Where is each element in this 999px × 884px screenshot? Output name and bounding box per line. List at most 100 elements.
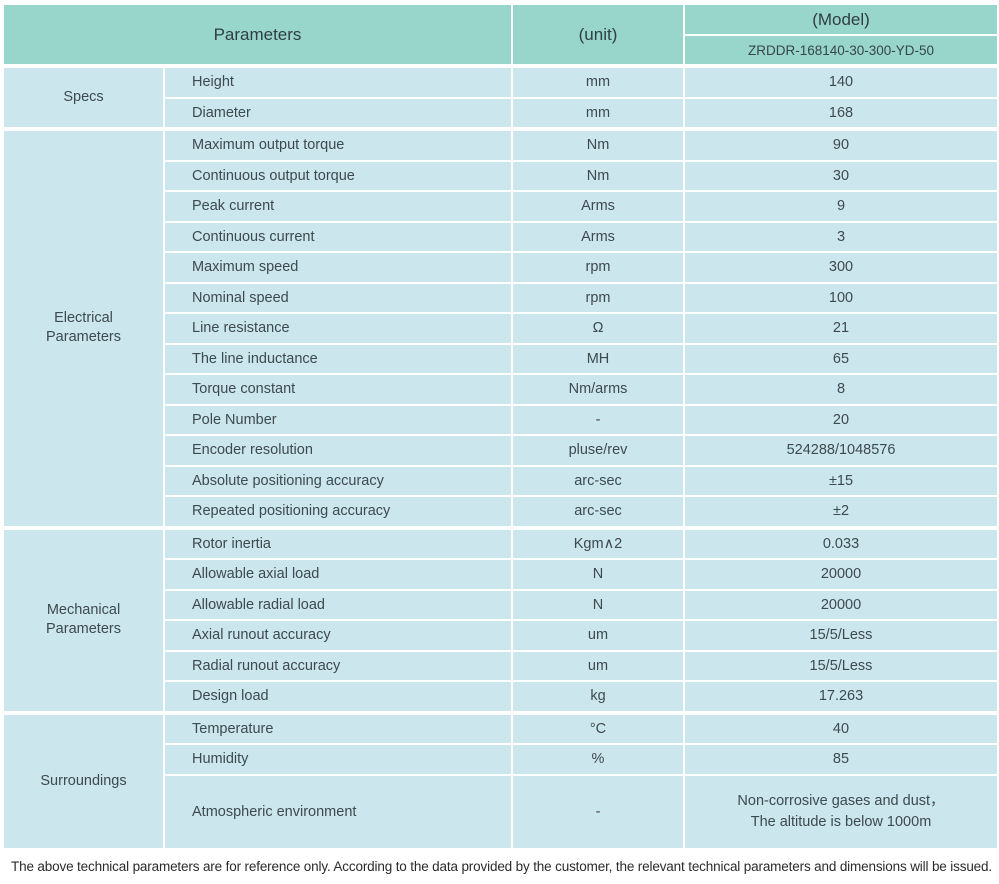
unit-value: % — [511, 743, 685, 776]
param-name: Line resistance — [163, 312, 513, 345]
unit-value: pluse/rev — [511, 434, 685, 467]
model-param-value: 3 — [683, 220, 999, 253]
unit-value: - — [511, 773, 685, 850]
unit-value: arc-sec — [511, 464, 685, 497]
param-name: Rotor inertia — [163, 525, 513, 560]
table-row: Line resistance Ω 21 — [3, 312, 999, 345]
model-param-value: 524288/1048576 — [683, 434, 999, 467]
param-name: Allowable radial load — [163, 588, 513, 621]
model-param-value: 85 — [683, 743, 999, 776]
unit-value: um — [511, 649, 685, 682]
param-name: Maximum speed — [163, 251, 513, 284]
unit-value: MH — [511, 342, 685, 375]
unit-value: mm — [511, 96, 685, 130]
model-param-value: 168 — [683, 96, 999, 130]
table-row: Encoder resolution pluse/rev 524288/104857… — [3, 434, 999, 467]
param-name: Atmospheric environment — [163, 773, 513, 850]
model-param-value: Non-corrosive gases and dust， The altitu… — [683, 773, 999, 850]
param-name: Diameter — [163, 96, 513, 130]
param-name: Continuous output torque — [163, 159, 513, 192]
model-param-value: 300 — [683, 251, 999, 284]
param-name: Temperature — [163, 710, 513, 745]
table-row: Radial runout accuracy um 15/5/Less — [3, 649, 999, 682]
param-name: Encoder resolution — [163, 434, 513, 467]
param-name: Height — [163, 64, 513, 99]
table-row: Continuous output torque Nm 30 — [3, 159, 999, 192]
table-row: Torque constant Nm/arms 8 — [3, 373, 999, 406]
group-label: Surroundings — [2, 710, 165, 850]
model-param-value: 21 — [683, 312, 999, 345]
header-row-2: ZRDDR-168140-30-300-YD-50 — [3, 34, 999, 67]
param-name: The line inductance — [163, 342, 513, 375]
table-row: Axial runout accuracy um 15/5/Less — [3, 619, 999, 652]
table-row: Diameter mm 168 — [3, 96, 999, 130]
model-param-value: 30 — [683, 159, 999, 192]
table-row: Electrical Parameters Maximum output torq… — [2, 127, 999, 529]
spec-table-body: Specs Height mm 140 Diameter mm 168 Electrical … — [2, 64, 999, 850]
table-row: Continuous current Arms 3 — [3, 220, 999, 253]
model-param-value: 65 — [683, 342, 999, 375]
model-param-value: 140 — [683, 64, 999, 99]
model-param-value: ±15 — [683, 464, 999, 497]
model-param-value: 8 — [683, 373, 999, 406]
spec-table: Parameters (unit) (Model) ZRDDR-168140-3… — [2, 3, 999, 850]
unit-value: rpm — [511, 251, 685, 284]
unit-value: Arms — [511, 220, 685, 253]
param-name: Nominal speed — [163, 281, 513, 314]
model-param-value: 9 — [683, 190, 999, 223]
model-param-value: 90 — [683, 127, 999, 162]
unit-value: Nm — [511, 127, 685, 162]
param-name: Allowable axial load — [163, 558, 513, 591]
unit-value: um — [511, 619, 685, 652]
model-param-value: 20000 — [683, 588, 999, 621]
header-model: (Model) — [683, 3, 999, 36]
model-param-value: 0.033 — [683, 525, 999, 560]
table-row: Specs Height mm 140 — [2, 64, 999, 130]
table-row: Repeated positioning accuracy arc-sec ±2 — [3, 495, 999, 529]
header-model-value: ZRDDR-168140-30-300-YD-50 — [683, 34, 999, 67]
unit-value: Kgm∧2 — [511, 525, 685, 560]
param-name: Maximum output torque — [163, 127, 513, 162]
table-row: Surroundings Temperature °C 40 — [2, 710, 999, 850]
unit-value: Ω — [511, 312, 685, 345]
model-param-value: 20000 — [683, 558, 999, 591]
unit-value: rpm — [511, 281, 685, 314]
param-name: Design load — [163, 680, 513, 714]
model-param-value: ±2 — [683, 495, 999, 529]
param-name: Peak current — [163, 190, 513, 223]
header-unit: (unit) — [511, 3, 685, 67]
table-row: Absolute positioning accuracy arc-sec ±15 — [3, 464, 999, 497]
footer-note: The above technical parameters are for r… — [10, 858, 992, 874]
unit-value: arc-sec — [511, 495, 685, 529]
param-name: Axial runout accuracy — [163, 619, 513, 652]
model-param-value: 15/5/Less — [683, 619, 999, 652]
param-name: Repeated positioning accuracy — [163, 495, 513, 529]
param-name: Pole Number — [163, 403, 513, 436]
table-row: Mechanical Parameters Rotor inertia Kgm∧2 0… — [2, 525, 999, 714]
table-row: Humidity% 85 — [3, 743, 999, 776]
group-label: Electrical Parameters — [2, 127, 165, 529]
table-row: Peak current Arms 9 — [3, 190, 999, 223]
param-name: Humidity — [163, 743, 513, 776]
model-param-value: 100 — [683, 281, 999, 314]
group-label: Mechanical Parameters — [2, 525, 165, 714]
table-row: The line inductance MH 65 — [3, 342, 999, 375]
header-parameters: Parameters — [2, 3, 513, 67]
table-row: Allowable axial load N 20000 — [3, 558, 999, 591]
param-name: Continuous current — [163, 220, 513, 253]
model-param-value: 17.263 — [683, 680, 999, 714]
unit-value: N — [511, 558, 685, 591]
table-row: Pole Number -20 — [3, 403, 999, 436]
unit-value: Arms — [511, 190, 685, 223]
table-row: Design load kg 17.263 — [3, 680, 999, 714]
unit-value: Nm/arms — [511, 373, 685, 406]
param-name: Absolute positioning accuracy — [163, 464, 513, 497]
header-row-1: Parameters (unit) (Model) — [2, 3, 999, 67]
table-row: Atmospheric environment - Non-corrosive ga… — [3, 773, 999, 850]
model-param-value: 40 — [683, 710, 999, 745]
model-param-value: 20 — [683, 403, 999, 436]
group-label: Specs — [2, 64, 165, 130]
param-name: Radial runout accuracy — [163, 649, 513, 682]
unit-value: °C — [511, 710, 685, 745]
